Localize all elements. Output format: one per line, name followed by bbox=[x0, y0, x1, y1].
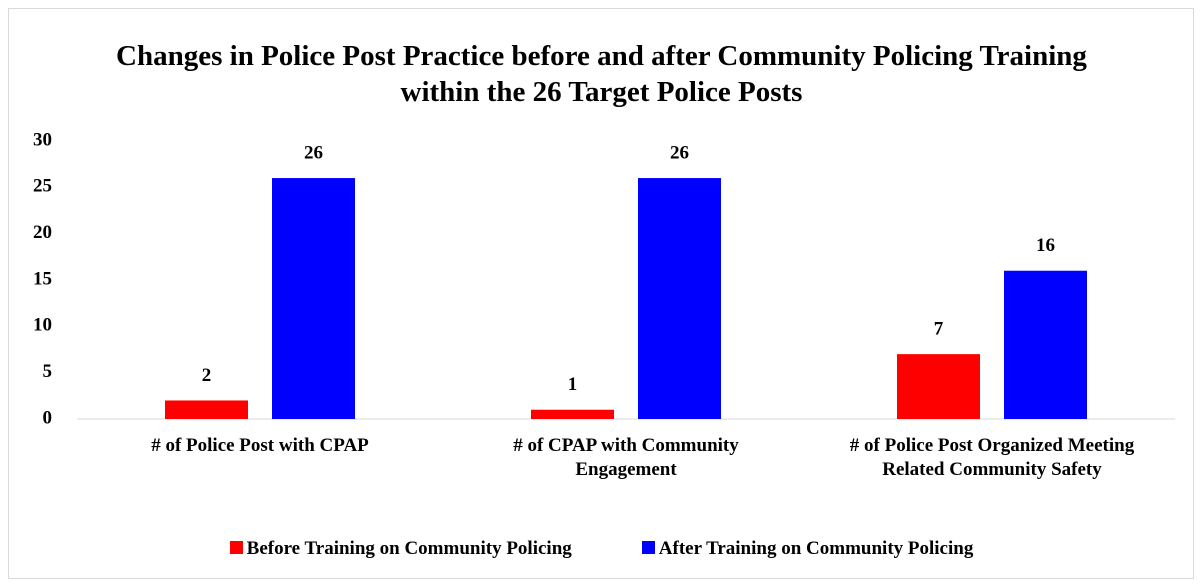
chart-title: Changes in Police Post Practice before a… bbox=[116, 40, 1087, 108]
y-tick-label: 15 bbox=[33, 268, 52, 289]
bar bbox=[165, 400, 248, 419]
y-tick-label: 30 bbox=[33, 129, 52, 150]
data-label: 26 bbox=[304, 142, 323, 163]
x-tick-label: # of Police Post Organized Meeting Relat… bbox=[849, 435, 1135, 480]
bar bbox=[272, 178, 355, 419]
legend-item: After Training on Community Policing bbox=[641, 538, 974, 560]
bar bbox=[531, 409, 614, 419]
y-tick-label: 20 bbox=[33, 222, 52, 243]
data-label: 16 bbox=[1036, 235, 1055, 256]
legend-label: Before Training on Community Policing bbox=[246, 538, 572, 559]
y-tick-label: 25 bbox=[33, 176, 52, 197]
bar bbox=[1004, 270, 1087, 419]
bar bbox=[897, 354, 980, 419]
data-label: 7 bbox=[934, 318, 944, 339]
data-label: 1 bbox=[568, 374, 578, 395]
legend-item: Before Training on Community Policing bbox=[229, 538, 572, 560]
y-tick-label: 10 bbox=[33, 315, 52, 336]
legend-swatch bbox=[229, 541, 243, 554]
bar bbox=[638, 178, 721, 419]
data-label: 26 bbox=[670, 142, 689, 163]
legend-label: After Training on Community Policing bbox=[658, 538, 974, 559]
x-tick-label: # of Police Post with CPAP bbox=[151, 435, 369, 456]
legend: Before Training on Community Policing Aft… bbox=[0, 538, 1203, 560]
data-label: 2 bbox=[202, 365, 212, 386]
legend-swatch bbox=[641, 541, 655, 554]
y-tick-label: 0 bbox=[43, 407, 53, 428]
y-tick-label: 5 bbox=[43, 361, 53, 382]
chart-border bbox=[8, 8, 1194, 579]
x-tick-label: # of CPAP with Community Engagement bbox=[513, 435, 739, 480]
